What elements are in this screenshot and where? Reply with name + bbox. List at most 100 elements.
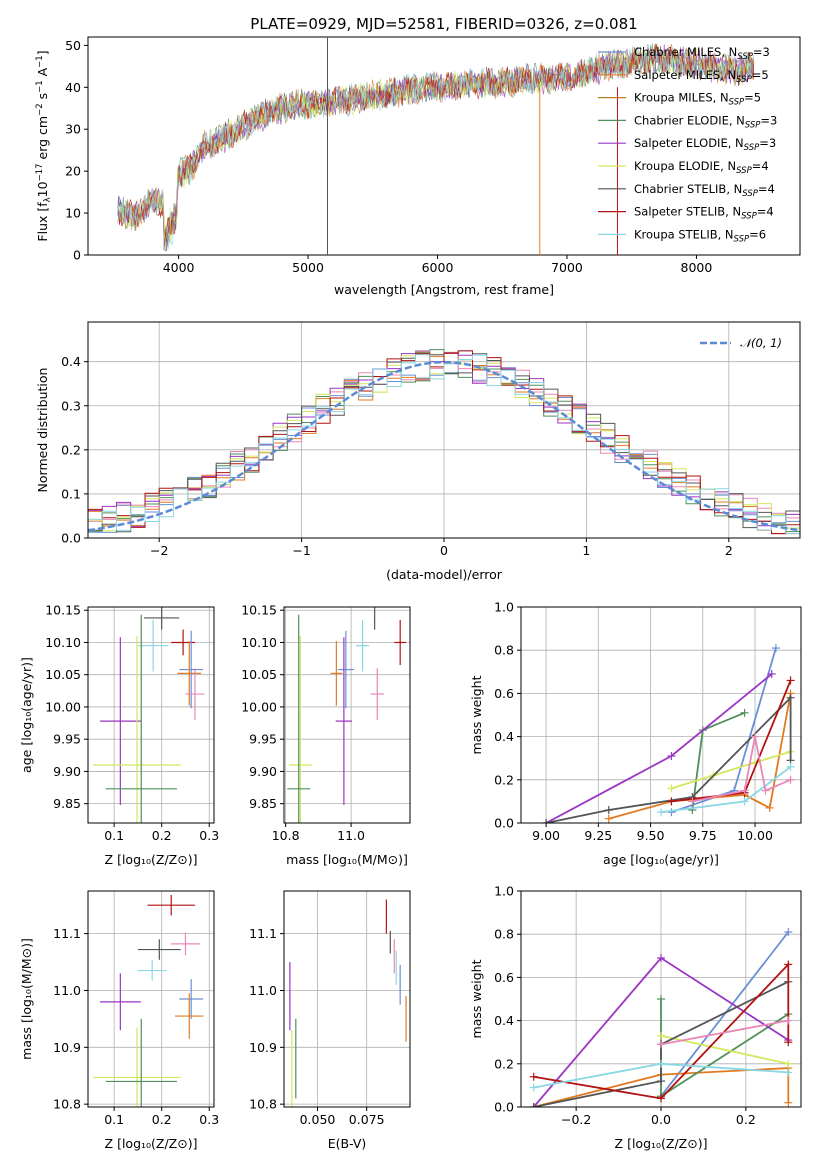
spectrum-ticks: 4000 5000 6000 7000 8000 0 10 20 30 40 50 [65,38,712,275]
y-tick-label: 30 [65,122,81,137]
spectrum-ylabel: Flux [fλ10−17 erg cm−2 s−1 A−1] [35,50,53,241]
weight-line [660,766,792,814]
normal-legend: 𝒩(0, 1) [700,336,782,350]
x-tick-label: 0.2 [152,828,172,843]
y-tick-label: 10.00 [45,699,81,714]
y-tick-label: 9.85 [249,796,277,811]
age_vs_mass-xlabel: mass [log₁₀(M/M⊙)] [286,852,408,867]
svg-text:Flux [fλ10−17 erg cm−2 s−1 A−1: Flux [fλ10−17 erg cm−2 s−1 A−1] [35,50,53,241]
y-tick-label: 11.1 [53,926,81,941]
residual-xlabel: (data-model)/error [386,567,503,582]
x-tick-label: 4000 [163,260,195,275]
age_vs_Z-xlabel: Z [log₁₀(Z/Z⊙)] [105,852,198,867]
x-tick-label: 6000 [422,260,454,275]
y-tick-label: 0.6 [494,970,514,985]
x-tick-label: 0.1 [104,828,124,843]
mass_vs_ebv-xlabel: E(B-V) [328,1136,367,1151]
y-tick-label: 10.05 [241,667,277,682]
mass_vs_Z-ylabel: mass [log₁₀(M/M⊙)] [19,938,34,1060]
mass_vs_Z-frame [87,890,215,1108]
weight_vs_age-frame [520,606,802,824]
x-tick-label: 1 [582,543,590,558]
mass_vs_ebv-marks [289,899,407,1107]
y-tick-label: 9.90 [249,764,277,779]
normal-curve [87,360,801,532]
legend-label: Chabrier STELIB, NSSP=4 [634,182,775,199]
residual-ticks: −2 −1 0 1 2 0.0 0.1 0.2 0.3 0.4 [61,354,733,558]
age_vs_mass-panel: 10.8 11.0 9.85 9.90 9.95 10.00 10.05 10.10 10.15… [241,603,411,867]
y-tick-label: 11.0 [249,983,277,998]
age_vs_mass-marks [287,607,407,823]
spectrum-line [117,42,755,251]
y-tick-label: 0.3 [61,398,81,413]
x-tick-label: 0.2 [152,1112,172,1127]
x-tick-label: 5000 [292,260,324,275]
mass_vs_ebv-panel: 0.050 0.075 10.8 10.9 11.0 11.1 E(B-V) [249,890,411,1151]
y-tick-label: 0.2 [61,442,81,457]
y-tick-label: 9.95 [53,732,81,747]
legend-label: Salpeter MILES, NSSP=5 [634,68,769,85]
legend-label: Salpeter STELIB, NSSP=4 [634,205,774,222]
x-tick-label: 0.0 [651,1112,671,1127]
x-tick-label: 7000 [551,260,583,275]
spectrum-line [117,43,755,239]
y-tick-label: 1.0 [494,884,514,899]
y-tick-label: 20 [65,164,81,179]
legend-label: Kroupa MILES, NSSP=5 [634,91,761,108]
weight_vs_age-xlabel: age [log₁₀(age/yr)] [603,852,719,867]
y-tick-label: 11.1 [249,926,277,941]
weight-line [660,1019,789,1046]
spectrum-line [117,44,755,251]
x-tick-label: 0.1 [104,1112,124,1127]
y-tick-label: 10.15 [45,603,81,618]
residual-histograms [87,349,801,535]
x-tick-label: 9.25 [584,828,612,843]
residual-ylabel: Normed distribution [35,368,50,493]
weight-line [533,1067,790,1107]
x-tick-label: 11.0 [337,828,365,843]
y-tick-label: 9.90 [53,764,81,779]
weight_vs_age-panel: 9.00 9.25 9.50 9.75 10.00 0.0 0.2 0.4 0.6 0.8 1.0 a… [469,600,802,867]
weight_vs_Z-panel: −0.2 0.0 0.2 0.0 0.2 0.4 0.6 0.8 1.0 Z [log₁₀(Z/Z… [469,884,802,1151]
weight-line [671,647,777,814]
y-tick-label: 11.0 [53,983,81,998]
x-tick-label: 0.2 [736,1112,756,1127]
y-tick-label: 0 [73,248,81,263]
y-tick-label: 0.2 [494,1056,514,1071]
x-tick-label: 0.3 [199,828,219,843]
spectrum-legend: Chabrier MILES, NSSP=3 Salpeter MILES, NS… [598,45,777,244]
mass_vs_Z-marks [93,894,204,1107]
legend-label: Chabrier MILES, NSSP=3 [634,45,770,62]
age_vs_Z-marks [93,607,205,823]
y-tick-label: 40 [65,80,81,95]
weight_vs_age-marks [542,644,795,823]
weight_vs_Z-xlabel: Z [log₁₀(Z/Z⊙)] [615,1136,708,1151]
legend-label: Chabrier ELODIE, NSSP=3 [634,113,777,130]
spectrum-frame [87,36,801,256]
x-tick-label: −1 [292,543,310,558]
y-tick-label: 10.10 [241,635,277,650]
weight_vs_Z-marks [529,928,793,1107]
y-tick-label: 9.85 [53,796,81,811]
y-tick-label: 0.0 [494,1100,514,1115]
age_vs_Z-ylabel: age [log₁₀(age/yr)] [19,657,34,773]
mass_vs_Z-panel: 0.1 0.2 0.3 10.8 10.9 11.0 11.1 Z [log₁₀(Z/Z⊙)]… [19,890,219,1151]
spectrum-xlabel: wavelength [Angstrom, rest frame] [334,282,554,297]
weight-line [533,962,790,1100]
y-tick-label: 10.9 [249,1040,277,1055]
x-tick-label: 8000 [681,260,713,275]
y-tick-label: 10.8 [249,1097,277,1112]
y-tick-label: 9.95 [249,732,277,747]
x-tick-label: 10.8 [272,828,300,843]
y-tick-label: 0.6 [494,686,514,701]
legend-label: Salpeter ELODIE, NSSP=3 [634,136,776,153]
spectrum-panel: PLATE=0929, MJD=52581, FIBERID=0326, z=0… [35,15,801,297]
weight-line [660,931,790,1097]
legend-label: Kroupa ELODIE, NSSP=4 [634,159,769,176]
y-tick-label: 0.2 [494,772,514,787]
mass_vs_ebv-frame [283,890,411,1108]
x-tick-label: 2 [725,543,733,558]
age_vs_Z-panel: 0.1 0.2 0.3 9.85 9.90 9.95 10.00 10.05 10.10 10.1… [19,603,219,867]
y-tick-label: 10.00 [241,699,277,714]
